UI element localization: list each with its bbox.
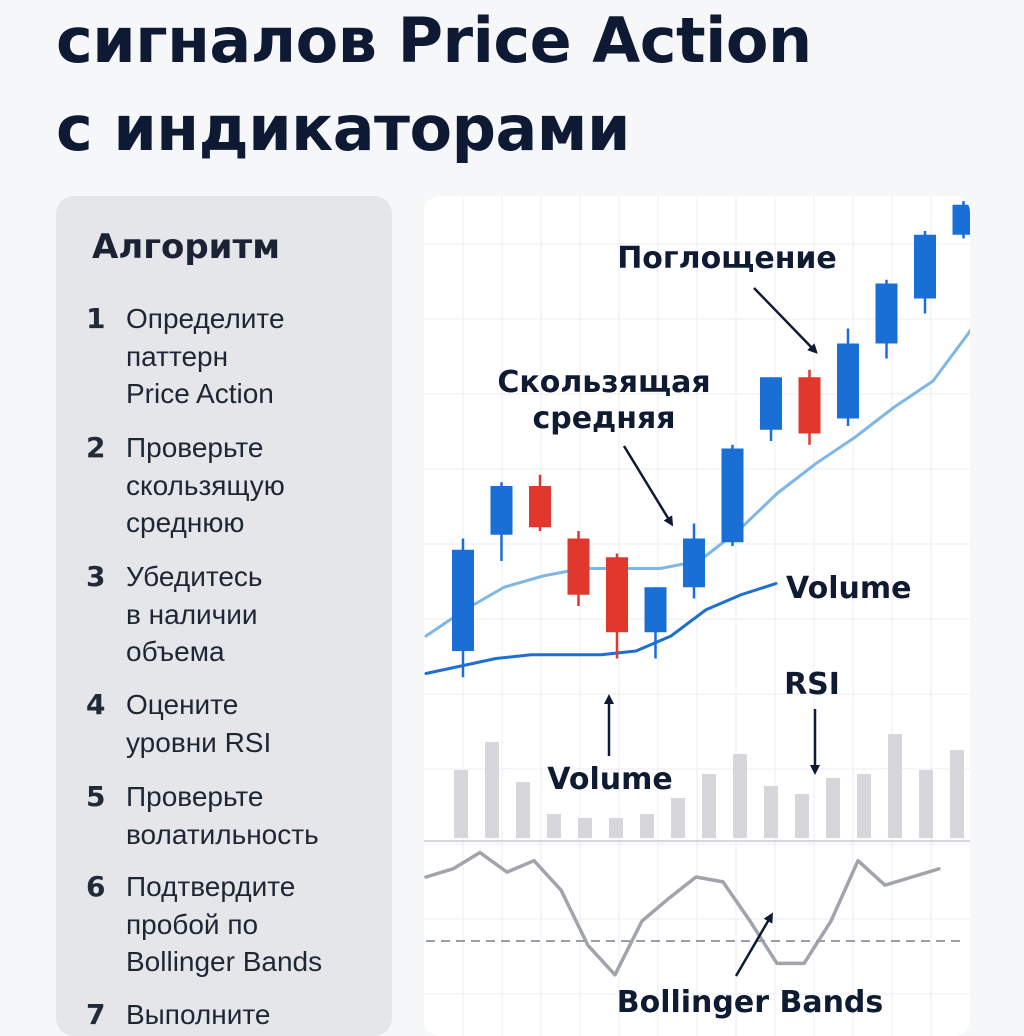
volume-bar [516, 782, 530, 838]
volume-bar [950, 750, 964, 838]
candlesticks [452, 201, 970, 678]
volume-bar [578, 818, 592, 838]
candle-body [529, 486, 551, 528]
volume-bar [733, 754, 747, 838]
volume-bar [547, 814, 561, 838]
volume-bar [795, 794, 809, 838]
volume-bar [888, 734, 902, 838]
volume-bar [609, 818, 623, 838]
indicator-lines [424, 328, 970, 977]
page-title-line-2: с индикаторами [56, 92, 630, 165]
step-number: 6 [86, 870, 106, 903]
candle-body [452, 549, 474, 651]
volume-bar [919, 770, 933, 838]
candle-body [837, 343, 859, 419]
step-text: Выполните [126, 999, 271, 1030]
volume-bars [424, 734, 970, 842]
price-action-chart: Поглощение Скользящая средняя Volume RSI Volu… [424, 196, 970, 1036]
candle-body [798, 377, 821, 434]
candle-body [914, 234, 936, 299]
arrow-moving-average [622, 445, 674, 527]
arrow-engulfing [753, 287, 818, 354]
label-moving-average: Скользящая средняя [497, 365, 710, 436]
label-engulfing: Поглощение [617, 241, 837, 276]
chart-card: Поглощение Скользящая средняя Volume RSI Volu… [424, 196, 970, 1036]
volume-bar [857, 774, 871, 838]
volume-bar [485, 742, 499, 838]
candle-body [875, 283, 898, 344]
step-number: 4 [86, 688, 106, 721]
volume-bar [826, 778, 840, 838]
step-text: Убедитесь в наличии объема [126, 561, 263, 667]
step-number: 5 [86, 780, 106, 813]
volume-line [424, 582, 778, 675]
label-volume-bars: Volume [547, 762, 672, 797]
candle-body [644, 587, 667, 633]
volume-bar [764, 786, 778, 838]
candle-body [567, 538, 590, 595]
step-text: Определите паттерн Price Action [126, 303, 285, 409]
rsi-line [424, 850, 941, 977]
label-bollinger: Bollinger Bands [617, 985, 884, 1020]
volume-bar [454, 770, 468, 838]
volume-bar [671, 798, 685, 838]
label-volume-line: Volume [786, 571, 911, 606]
volume-bar [640, 814, 654, 838]
candle-body [760, 377, 782, 430]
step-text: Проверьте скользящую среднюю [126, 432, 285, 538]
step-number: 2 [86, 431, 106, 464]
algorithm-panel: Алгоритм 1 Определите паттерн Price Acti… [56, 196, 392, 1036]
candle-body [606, 557, 628, 633]
step-text: Подтвердите пробой по Bollinger Bands [126, 871, 323, 977]
candle-body [683, 538, 705, 588]
annotation-labels: Поглощение Скользящая средняя Volume RSI Volu… [497, 241, 911, 1020]
candle-body [952, 204, 970, 235]
step-number: 3 [86, 560, 106, 593]
candle-body [490, 486, 513, 535]
volume-bar [702, 774, 716, 838]
arrow-bollinger [734, 912, 774, 977]
annotation-arrows [604, 287, 820, 977]
algorithm-heading: Алгоритм [92, 227, 280, 267]
page-title-line-1: сигналов Price Action [56, 4, 812, 77]
step-text: Проверьте волатильность [126, 781, 319, 850]
step-number: 7 [86, 998, 106, 1031]
step-text: Оцените уровни RSI [126, 689, 272, 758]
step-number: 1 [86, 302, 106, 335]
label-rsi: RSI [784, 667, 840, 702]
candle-body [721, 448, 744, 543]
